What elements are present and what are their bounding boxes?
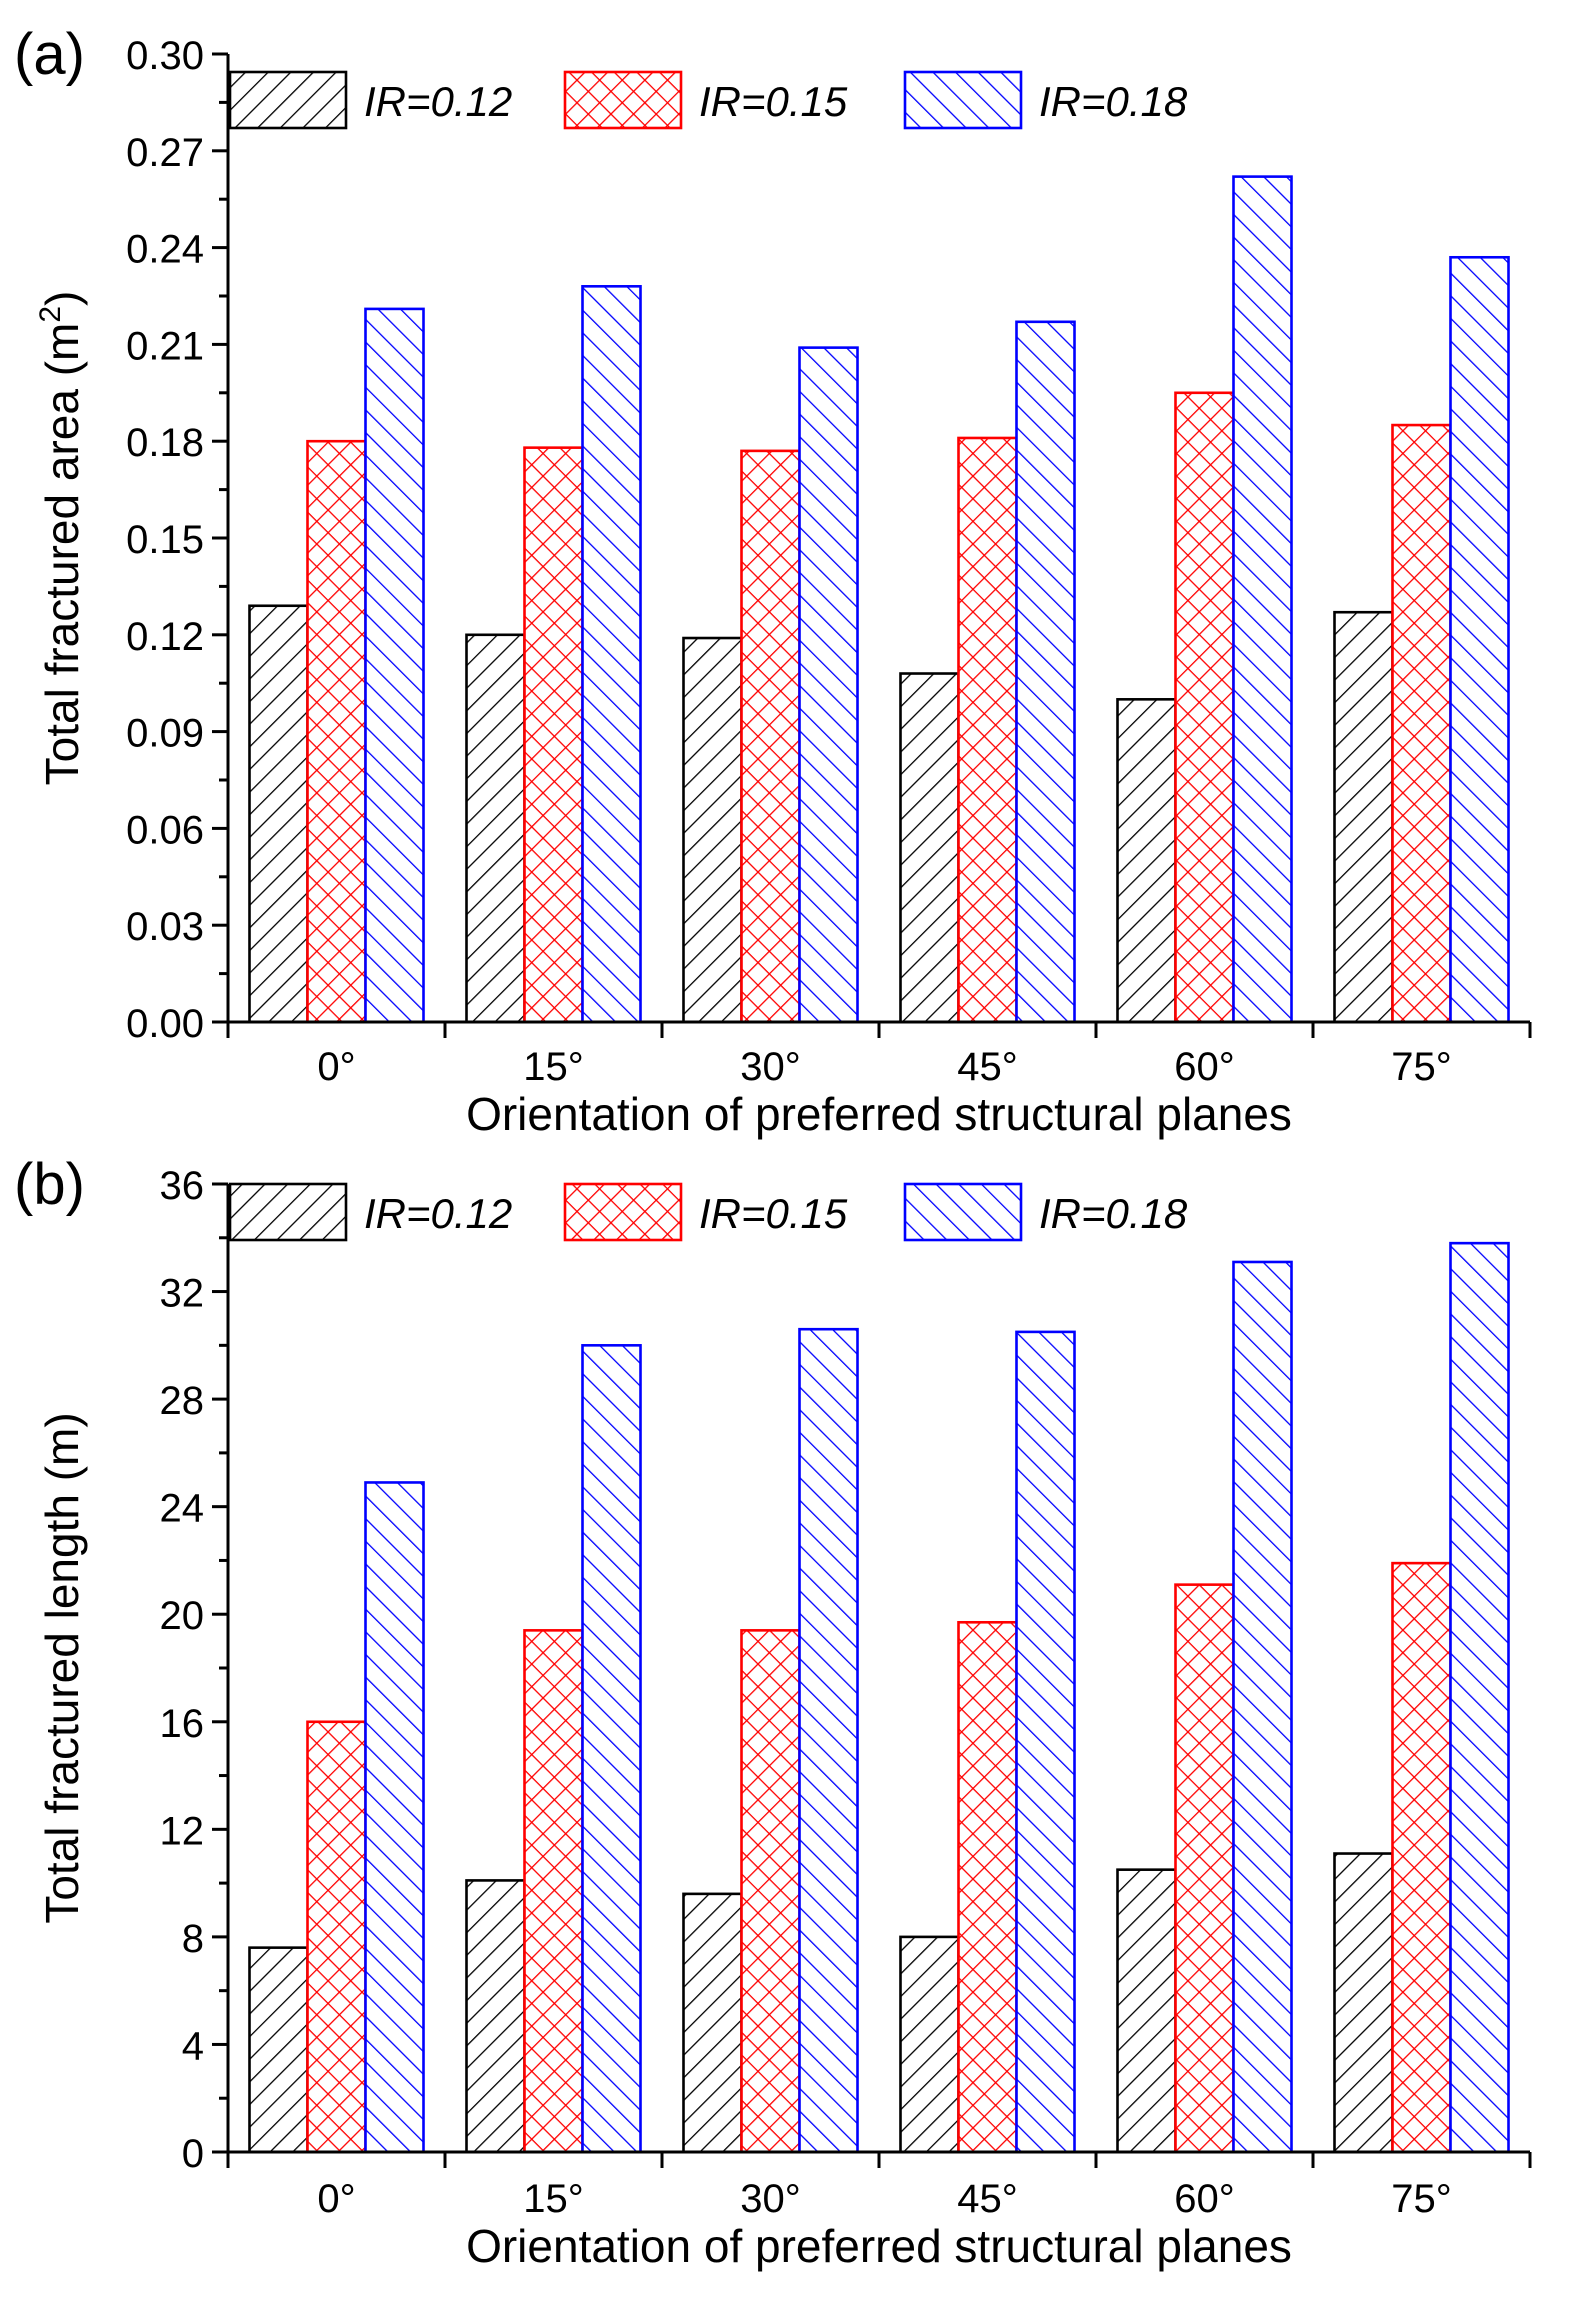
bar-ir-0-18-5 (1449, 1241, 1510, 2154)
y-axis-title: Total fractured length (m) (36, 1412, 88, 1923)
y-axis-title-main: Total fractured length (m) (36, 1412, 88, 1923)
bar-ir-0-12-4 (1116, 1868, 1177, 2154)
y-tick-label: 0.09 (126, 712, 204, 756)
bar-ir-0-18-0 (364, 307, 425, 1024)
x-tick-label: 45° (957, 2177, 1018, 2221)
bar-ir-0-15-5 (1391, 1561, 1452, 2154)
x-tick-label: 15° (523, 2177, 584, 2221)
y-tick-label: 0.27 (126, 131, 204, 175)
y-axis-title-main: Total fractured area (m (36, 323, 88, 786)
legend-swatch-ir-0-12 (228, 70, 348, 130)
bar-ir-0-12-1 (465, 633, 526, 1024)
y-tick-label: 0.12 (126, 615, 204, 659)
y-tick-label: 0.24 (126, 228, 204, 272)
y-tick-label: 36 (160, 1164, 205, 1208)
bar-ir-0-18-3 (1015, 1330, 1076, 2154)
y-axis-title-tail: ) (36, 291, 88, 306)
x-tick-label: 45° (957, 1045, 1018, 1089)
bar-ir-0-12-3 (899, 672, 960, 1024)
bar-ir-0-15-2 (740, 1629, 801, 2154)
panel-label: (b) (14, 1152, 85, 1217)
bar-ir-0-12-4 (1116, 698, 1177, 1024)
legend-label: IR=0.15 (699, 1190, 848, 1237)
x-tick-label: 15° (523, 1045, 584, 1089)
bar-ir-0-15-3 (957, 1620, 1018, 2154)
x-tick-label: 75° (1391, 2177, 1452, 2221)
x-tick-label: 30° (740, 1045, 801, 1089)
chart-panel-a: (a) 0.00 0.03 0.06 0.09 0.12 0.15 0.18 0.21 0.24 0… (14, 22, 1532, 1140)
bar-ir-0-15-4 (1174, 391, 1235, 1024)
y-tick-label: 0.21 (126, 324, 204, 368)
bar-ir-0-15-5 (1391, 423, 1452, 1024)
bar-ir-0-12-2 (682, 1892, 743, 2154)
bar-ir-0-15-0 (306, 1720, 367, 2154)
y-tick-label: 12 (160, 1809, 205, 1853)
bar-ir-0-12-1 (465, 1879, 526, 2154)
legend-swatch-ir-0-15 (563, 1182, 683, 1242)
legend-label: IR=0.12 (364, 78, 512, 125)
bar-ir-0-18-4 (1232, 1260, 1293, 2154)
bar-ir-0-12-3 (899, 1935, 960, 2154)
y-tick-label: 32 (160, 1272, 205, 1316)
chart-panel-b: (b) 0 4 8 12 16 20 24 28 32 36 0° 15° 30° 45° 60° 75° Ori… (14, 1152, 1532, 2272)
bar-ir-0-15-4 (1174, 1583, 1235, 2154)
legend-label: IR=0.18 (1039, 78, 1188, 125)
bar-ir-0-15-0 (306, 439, 367, 1024)
y-tick-label: 16 (160, 1702, 205, 1746)
legend-swatch-ir-0-15 (563, 70, 683, 130)
bar-ir-0-18-2 (798, 1327, 859, 2154)
bar-ir-0-15-1 (523, 1629, 584, 2154)
bar-ir-0-18-1 (581, 285, 642, 1024)
y-axis-title: Total fractured area (m2) (34, 291, 88, 786)
legend-label: IR=0.18 (1039, 1190, 1188, 1237)
y-tick-label: 0.03 (126, 905, 204, 949)
bar-ir-0-18-2 (798, 346, 859, 1024)
y-tick-label: 8 (182, 1917, 204, 1961)
bar-ir-0-18-5 (1449, 255, 1510, 1024)
bar-ir-0-15-3 (957, 436, 1018, 1024)
legend-label: IR=0.12 (364, 1190, 512, 1237)
y-tick-label: 0.30 (126, 34, 204, 78)
y-tick-label: 0 (182, 2132, 204, 2176)
y-tick-label: 24 (160, 1487, 205, 1531)
bar-ir-0-15-1 (523, 446, 584, 1024)
y-tick-label: 0.15 (126, 518, 204, 562)
x-tick-label: 0° (317, 2177, 355, 2221)
y-tick-label: 0.06 (126, 808, 204, 852)
bar-ir-0-18-1 (581, 1344, 642, 2154)
x-tick-label: 60° (1174, 2177, 1235, 2221)
bar-ir-0-12-0 (248, 604, 309, 1024)
y-tick-label: 0.18 (126, 421, 204, 465)
x-tick-label: 75° (1391, 1045, 1452, 1089)
bar-ir-0-12-2 (682, 636, 743, 1024)
x-tick-label: 30° (740, 2177, 801, 2221)
y-tick-label: 4 (182, 2024, 204, 2068)
bar-ir-0-12-0 (248, 1946, 309, 2154)
x-tick-label: 0° (317, 1045, 355, 1089)
y-tick-label: 28 (160, 1379, 205, 1423)
bar-ir-0-12-5 (1333, 610, 1394, 1024)
y-axis-title-superscript: 2 (34, 306, 67, 323)
panel-label: (a) (14, 22, 85, 87)
x-axis-title: Orientation of preferred structural plan… (466, 2220, 1292, 2272)
y-tick-label: 20 (160, 1594, 205, 1638)
legend-label: IR=0.15 (699, 78, 848, 125)
legend-swatch-ir-0-18 (903, 70, 1023, 130)
x-tick-label: 60° (1174, 1045, 1235, 1089)
legend-swatch-ir-0-18 (903, 1182, 1023, 1242)
bar-ir-0-18-3 (1015, 320, 1076, 1024)
legend-swatch-ir-0-12 (228, 1182, 348, 1242)
y-tick-label: 0.00 (126, 1002, 204, 1046)
bar-ir-0-18-0 (364, 1481, 425, 2154)
bar-ir-0-18-4 (1232, 175, 1293, 1024)
x-axis-title: Orientation of preferred structural plan… (466, 1088, 1292, 1140)
bar-ir-0-12-5 (1333, 1852, 1394, 2154)
bar-ir-0-15-2 (740, 449, 801, 1024)
